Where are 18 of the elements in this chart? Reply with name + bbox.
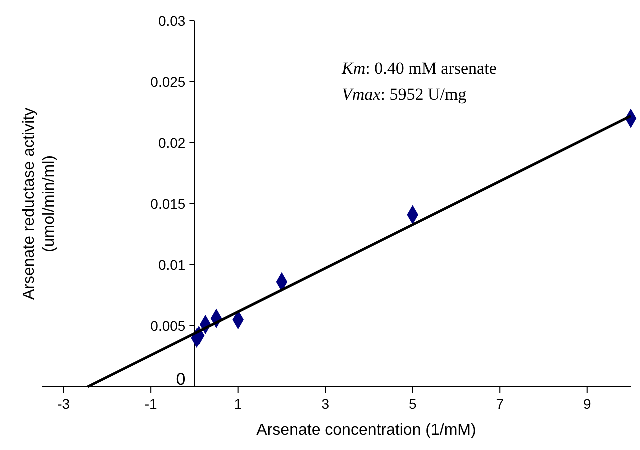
- annotation: Km: 0.40 mM arsenate: [341, 59, 497, 78]
- y-tick-label: 0.02: [158, 135, 186, 151]
- x-tick-label: -3: [58, 396, 70, 412]
- x-tick-label: -1: [144, 396, 158, 412]
- x-axis-title: Arsenate concentration (1/mM): [256, 422, 476, 439]
- x-tick-label: 1: [234, 396, 242, 412]
- y-tick-label: 0.03: [158, 13, 186, 29]
- annotation: Vmax: 5952 U/mg: [342, 85, 468, 104]
- y-tick-label: 0.015: [150, 196, 186, 212]
- y-tick-label: 0: [176, 370, 186, 389]
- y-tick-label: 0.01: [158, 257, 186, 273]
- x-tick-label: 3: [322, 396, 330, 412]
- x-tick-label: 5: [408, 396, 417, 412]
- y-tick-label: 0.025: [150, 74, 186, 90]
- x-tick-label: 9: [583, 396, 592, 412]
- y-axis-title: Arsenate reductase activity (umol/min/ml): [21, 108, 58, 300]
- y-tick-label: 0.005: [150, 318, 186, 334]
- x-tick-label: 7: [496, 396, 504, 412]
